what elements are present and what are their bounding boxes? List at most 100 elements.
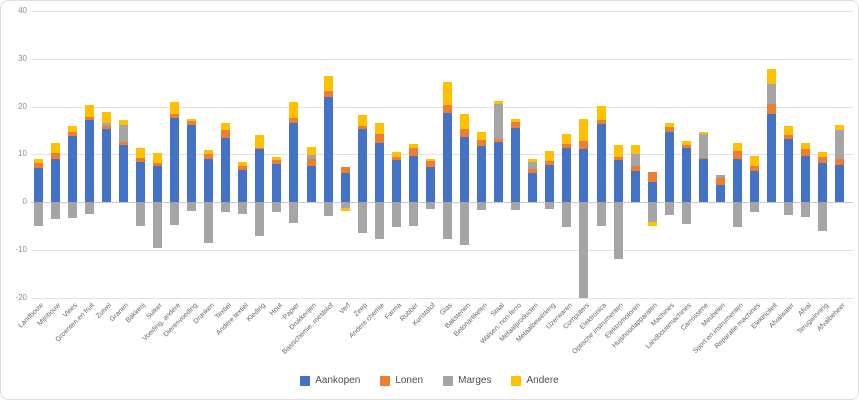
bar-segment-aankopen-37 (664, 131, 674, 203)
bar-segment-andere-35 (630, 145, 640, 155)
bar-segment-marges-30 (545, 202, 555, 210)
x-axis-label: Verf (338, 302, 353, 316)
bar-segment-marges-21 (391, 202, 401, 227)
bar-segment-marges-28 (511, 202, 521, 211)
bar-segment-marges-32 (579, 202, 589, 298)
gridline (31, 106, 853, 108)
bar-segment-andere-30 (545, 151, 555, 162)
bar-segment-lonen-24 (442, 105, 452, 113)
bar-segment-lonen-43 (767, 104, 777, 114)
bar-segment-lonen-12 (238, 166, 248, 171)
bar-segment-aankopen-9 (187, 125, 196, 203)
bar-segment-andere-7 (152, 153, 162, 164)
bar-segment-aankopen-28 (511, 127, 521, 203)
bar-segment-marges-43 (767, 83, 777, 105)
bar-segment-marges-1 (50, 202, 60, 219)
y-axis-tick-label: 30 (18, 53, 27, 63)
bar-segment-marges-4 (101, 123, 111, 126)
bar-segment-andere-21 (391, 152, 401, 158)
bar-segment-andere-16 (306, 147, 316, 155)
bar-segment-andere-25 (460, 114, 469, 129)
bar-segment-lonen-27 (494, 139, 504, 142)
legend-label: Andere (526, 375, 559, 386)
bar-segment-marges-15 (289, 202, 299, 223)
bar-segment-lonen-32 (579, 141, 589, 150)
bar-segment-lonen-9 (187, 120, 196, 126)
bar-segment-andere-17 (323, 75, 333, 92)
bar-segment-aankopen-31 (562, 148, 572, 203)
y-axis-tick-label: -20 (15, 292, 27, 302)
bar-segment-lonen-16 (306, 158, 316, 166)
bar-segment-marges-39 (698, 133, 708, 158)
bar-segment-marges-41 (733, 202, 742, 227)
bar-segment-andere-43 (767, 69, 777, 84)
bar-segment-aankopen-22 (408, 156, 418, 203)
bar-segment-andere-34 (613, 144, 623, 158)
bar-segment-aankopen-13 (255, 149, 265, 203)
bar-segment-lonen-28 (511, 121, 521, 128)
legend-item-aankopen: Aankopen (300, 375, 360, 386)
bar-segment-andere-42 (750, 156, 759, 167)
bar-segment-marges-22 (408, 202, 418, 226)
gridline (31, 297, 853, 299)
bar-segment-aankopen-33 (596, 124, 606, 203)
bar-segment-lonen-19 (357, 125, 367, 129)
bar-segment-andere-15 (289, 102, 299, 118)
bar-segment-andere-39 (698, 132, 708, 134)
bar-segment-lonen-34 (613, 157, 623, 160)
bar-segment-marges-40 (715, 175, 725, 178)
bar-segment-andere-5 (118, 120, 128, 126)
bar-segment-aankopen-18 (340, 172, 350, 203)
bar-segment-aankopen-35 (630, 170, 640, 203)
bar-segment-marges-37 (664, 202, 674, 215)
bar-segment-lonen-18 (340, 167, 350, 173)
bar-segment-marges-0 (33, 202, 43, 226)
bar-segment-aankopen-12 (238, 170, 248, 203)
bar-segment-aankopen-23 (425, 166, 435, 203)
bar-segment-lonen-47 (835, 158, 845, 166)
bar-segment-aankopen-21 (391, 159, 401, 203)
bar-segment-andere-9 (187, 118, 196, 121)
bar-segment-lonen-21 (391, 157, 401, 160)
bar-segment-aankopen-45 (801, 156, 811, 203)
bar-segment-marges-17 (323, 202, 333, 216)
bar-segment-andere-46 (818, 152, 828, 158)
x-axis-label: Glas (439, 302, 455, 317)
bar-segment-lonen-1 (50, 152, 60, 160)
bar-segment-aankopen-5 (118, 145, 128, 203)
bar-segment-andere-23 (425, 158, 435, 162)
bar-segment-lonen-31 (562, 143, 572, 149)
bar-segment-aankopen-29 (528, 172, 538, 203)
bar-segment-marges-18 (340, 202, 350, 208)
bar-segment-andere-33 (596, 106, 606, 121)
bar-segment-andere-19 (357, 115, 367, 126)
bar-segment-lonen-30 (545, 161, 555, 166)
bar-segment-aankopen-27 (494, 141, 504, 203)
bar-segment-lonen-4 (101, 125, 111, 129)
bar-segment-andere-11 (221, 123, 231, 130)
legend-item-marges: Marges (443, 375, 491, 386)
bar-segment-lonen-15 (289, 117, 299, 123)
bar-segment-marges-19 (357, 202, 367, 234)
bar-segment-lonen-6 (135, 157, 145, 162)
bar-segment-lonen-42 (750, 166, 759, 171)
bar-segment-aankopen-10 (204, 158, 214, 203)
legend-item-lonen: Lonen (380, 375, 423, 386)
bar-segment-marges-36 (647, 202, 657, 223)
bar-segment-andere-22 (408, 143, 418, 149)
bar-segment-lonen-33 (596, 120, 606, 125)
bar-segment-aankopen-19 (357, 128, 367, 203)
bar-segment-andere-44 (784, 125, 794, 135)
bar-segment-marges-14 (272, 202, 282, 212)
gridline (31, 58, 853, 60)
y-axis-tick-label: 10 (18, 149, 27, 159)
y-axis-tick-label: 0 (22, 197, 27, 207)
bar-segment-aankopen-39 (698, 158, 708, 203)
bar-segment-marges-31 (562, 202, 572, 227)
bar-segment-aankopen-16 (306, 165, 316, 203)
bar-segment-lonen-45 (801, 149, 811, 157)
bar-segment-andere-2 (67, 125, 77, 133)
legend-swatch-icon (380, 375, 391, 386)
bar-segment-aankopen-38 (681, 148, 691, 203)
